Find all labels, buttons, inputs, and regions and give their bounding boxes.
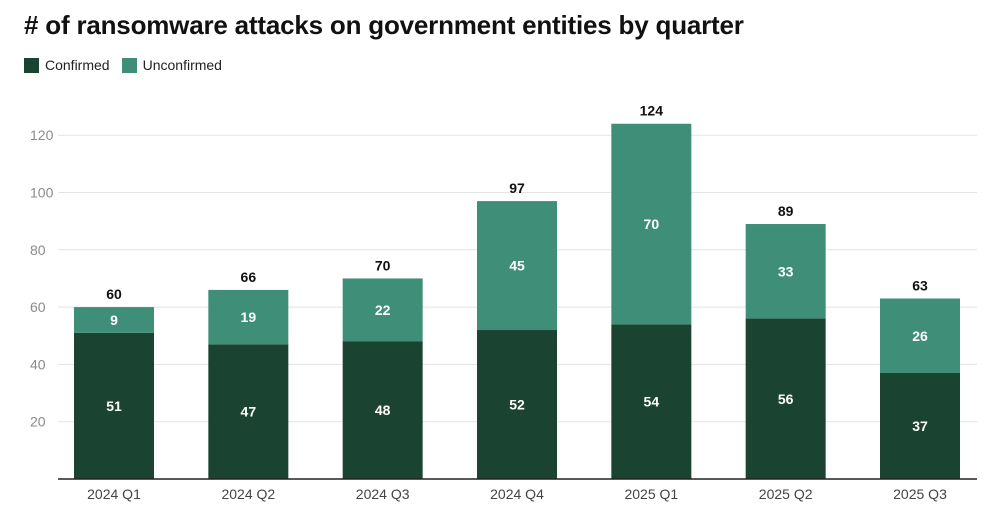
data-label-confirmed: 51 xyxy=(106,398,122,414)
data-label-confirmed: 47 xyxy=(241,404,257,420)
bar-segment-confirmed xyxy=(208,344,289,479)
bar-segment-confirmed xyxy=(74,332,154,479)
total-label: 63 xyxy=(912,278,928,294)
bar-segment-confirmed xyxy=(342,341,423,479)
chart-title: # of ransomware attacks on government en… xyxy=(24,10,744,40)
legend-swatch-unconfirmed xyxy=(121,57,137,73)
total-label: 70 xyxy=(375,257,391,273)
data-label-unconfirmed: 45 xyxy=(509,258,525,274)
x-tick-label: 2024 Q3 xyxy=(356,486,410,502)
data-label-unconfirmed: 33 xyxy=(778,263,794,279)
total-label: 97 xyxy=(509,180,525,196)
bar-segment-unconfirmed xyxy=(208,289,289,345)
x-tick-label: 2024 Q1 xyxy=(87,486,141,502)
data-label-unconfirmed: 70 xyxy=(644,216,660,232)
legend-item-confirmed: Confirmed xyxy=(24,57,110,73)
legend-label-confirmed: Confirmed xyxy=(45,57,110,73)
legend-swatch-confirmed xyxy=(24,57,39,73)
data-label-unconfirmed: 9 xyxy=(110,312,118,328)
legend-item-unconfirmed: Unconfirmed xyxy=(121,57,222,73)
y-tick-label: 60 xyxy=(30,299,46,315)
data-label-confirmed: 52 xyxy=(509,397,525,413)
y-tick-label: 20 xyxy=(30,414,46,430)
total-label: 66 xyxy=(241,269,257,285)
x-tick-label: 2025 Q3 xyxy=(893,486,947,502)
bar-segment-unconfirmed xyxy=(74,307,154,333)
x-tick-label: 2025 Q2 xyxy=(759,486,813,502)
data-label-confirmed: 54 xyxy=(644,394,660,410)
bar-segment-confirmed xyxy=(477,330,557,479)
y-tick-label: 80 xyxy=(30,242,46,258)
total-label: 89 xyxy=(778,203,794,219)
legend-label-unconfirmed: Unconfirmed xyxy=(142,57,222,73)
legend: Confirmed Unconfirmed xyxy=(24,57,222,73)
x-tick-label: 2024 Q4 xyxy=(490,486,544,502)
data-label-confirmed: 37 xyxy=(912,418,928,434)
bar-segment-confirmed xyxy=(880,372,960,479)
y-tick-label: 40 xyxy=(30,356,46,372)
bar-segment-unconfirmed xyxy=(611,123,692,325)
data-label-confirmed: 48 xyxy=(375,402,391,418)
total-label: 60 xyxy=(106,286,122,302)
total-label: 124 xyxy=(640,103,664,119)
data-label-unconfirmed: 19 xyxy=(241,309,257,325)
y-tick-label: 100 xyxy=(30,185,54,201)
bar-segment-unconfirmed xyxy=(745,224,826,319)
x-tick-label: 2024 Q2 xyxy=(221,486,275,502)
x-tick-label: 2025 Q1 xyxy=(624,486,678,502)
y-tick-label: 120 xyxy=(30,127,54,143)
bar-segment-unconfirmed xyxy=(880,298,960,373)
data-label-confirmed: 56 xyxy=(778,391,794,407)
bar-segment-unconfirmed xyxy=(342,278,423,342)
bar-segment-confirmed xyxy=(611,324,692,479)
data-label-unconfirmed: 26 xyxy=(912,328,928,344)
bar-segment-unconfirmed xyxy=(477,201,557,331)
bar-segment-confirmed xyxy=(745,318,826,479)
data-label-unconfirmed: 22 xyxy=(375,302,391,318)
